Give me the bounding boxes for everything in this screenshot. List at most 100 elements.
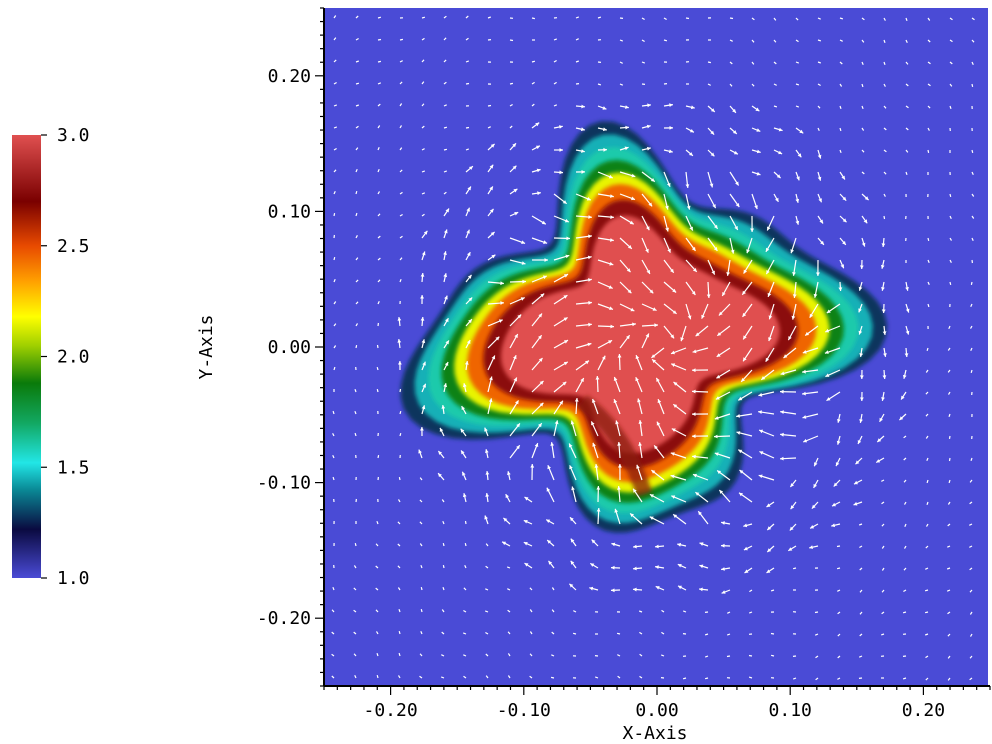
velocity-arrow <box>376 344 379 349</box>
y-tick-label: 0.10 <box>268 201 311 222</box>
velocity-arrow <box>971 83 974 88</box>
velocity-arrowhead <box>713 247 718 251</box>
velocity-arrow <box>704 655 709 658</box>
velocity-arrow <box>970 347 973 351</box>
velocity-arrow <box>949 39 953 43</box>
velocity-arrowhead <box>854 480 858 485</box>
x-tick-label: 0.20 <box>902 700 945 721</box>
velocity-arrowhead <box>837 419 841 423</box>
velocity-arrow <box>594 676 599 679</box>
velocity-arrowhead <box>542 275 547 280</box>
colorbar-ticks: 3.0 2.5 2.0 1.5 1.0 <box>41 125 90 589</box>
velocity-arrow <box>947 501 951 505</box>
velocity-arrowhead <box>489 208 494 213</box>
velocity-arrow <box>443 148 448 151</box>
velocity-arrowhead <box>516 423 520 428</box>
velocity-arrow <box>904 523 907 527</box>
velocity-arrow <box>377 103 381 107</box>
velocity-arrowhead <box>523 520 528 524</box>
velocity-arrowhead <box>671 363 676 367</box>
velocity-arrow <box>333 345 337 349</box>
velocity-arrow <box>354 432 357 437</box>
colorbar: 3.0 2.5 2.0 1.5 1.0 <box>12 125 90 589</box>
velocity-arrow <box>881 523 885 527</box>
velocity-arrowhead <box>617 354 622 358</box>
velocity-arrowhead <box>840 264 844 269</box>
velocity-arrowhead <box>657 399 662 404</box>
velocity-arrowhead <box>468 297 473 302</box>
velocity-arrowhead <box>627 245 632 249</box>
velocity-arrowhead <box>736 431 741 435</box>
velocity-arrow <box>969 589 973 593</box>
velocity-arrowhead <box>673 382 678 386</box>
velocity-arrowhead <box>668 149 673 154</box>
velocity-arrow <box>947 347 951 351</box>
velocity-arrowhead <box>467 252 471 257</box>
velocity-arrow <box>487 104 492 107</box>
y-tick-label: 0.00 <box>268 337 311 358</box>
velocity-arrowhead <box>632 322 636 327</box>
velocity-arrowhead <box>444 362 449 366</box>
velocity-arrowhead <box>841 175 845 180</box>
velocity-arrow <box>971 193 975 197</box>
velocity-arrow <box>770 632 775 635</box>
velocity-arrowhead <box>535 122 540 127</box>
velocity-arrow <box>971 215 975 219</box>
velocity-arrow <box>927 127 930 131</box>
velocity-arrowhead <box>625 125 629 130</box>
velocity-arrowhead <box>438 451 443 455</box>
velocity-arrow <box>639 653 643 657</box>
velocity-arrow <box>947 369 951 373</box>
velocity-arrow <box>619 39 624 42</box>
velocity-arrowhead <box>602 127 607 132</box>
velocity-arrowhead <box>512 165 517 170</box>
velocity-arrow <box>399 60 403 63</box>
velocity-arrowhead <box>750 228 754 232</box>
velocity-arrowhead <box>732 130 737 134</box>
velocity-arrowhead <box>538 313 542 318</box>
velocity-arrow <box>421 192 426 195</box>
velocity-arrow <box>925 413 929 417</box>
velocity-arrow <box>333 366 336 371</box>
velocity-arrow <box>463 609 467 613</box>
velocity-arrowhead <box>766 569 771 573</box>
velocity-arrowhead <box>758 410 762 414</box>
velocity-arrowhead <box>650 178 655 182</box>
velocity-arrowhead <box>638 442 642 446</box>
velocity-arrowhead <box>809 545 813 549</box>
velocity-arrowhead <box>687 315 692 320</box>
velocity-arrow <box>817 17 821 20</box>
velocity-arrowhead <box>590 563 595 567</box>
velocity-arrow <box>927 61 931 65</box>
velocity-arrow <box>617 654 621 657</box>
velocity-arrow <box>748 611 753 614</box>
velocity-arrowhead <box>588 322 592 327</box>
velocity-arrow <box>903 457 907 461</box>
plot-area <box>325 8 988 685</box>
velocity-arrow <box>969 611 973 615</box>
velocity-arrowhead <box>655 586 660 590</box>
velocity-arrowhead <box>645 333 649 338</box>
velocity-arrowhead <box>466 207 470 212</box>
velocity-arrowhead <box>564 340 568 344</box>
velocity-arrowhead <box>718 311 723 316</box>
velocity-arrow <box>926 347 929 351</box>
x-tick-label: -0.20 <box>364 700 418 721</box>
velocity-arrow <box>729 83 733 87</box>
velocity-arrowhead <box>422 361 426 366</box>
velocity-arrow <box>970 369 973 374</box>
density-contour <box>500 215 780 454</box>
velocity-arrow <box>859 545 863 549</box>
velocity-arrow <box>529 631 533 635</box>
velocity-arrow <box>377 235 381 239</box>
velocity-arrowhead <box>712 204 716 209</box>
velocity-arrowhead <box>861 242 866 247</box>
velocity-arrowhead <box>881 287 885 291</box>
velocity-arrowhead <box>610 324 614 329</box>
velocity-arrow <box>333 104 338 107</box>
velocity-arrow <box>529 675 533 679</box>
velocity-arrowhead <box>670 474 675 479</box>
velocity-arrowhead <box>671 495 676 499</box>
velocity-arrowhead <box>802 369 806 374</box>
velocity-arrowhead <box>648 202 653 207</box>
